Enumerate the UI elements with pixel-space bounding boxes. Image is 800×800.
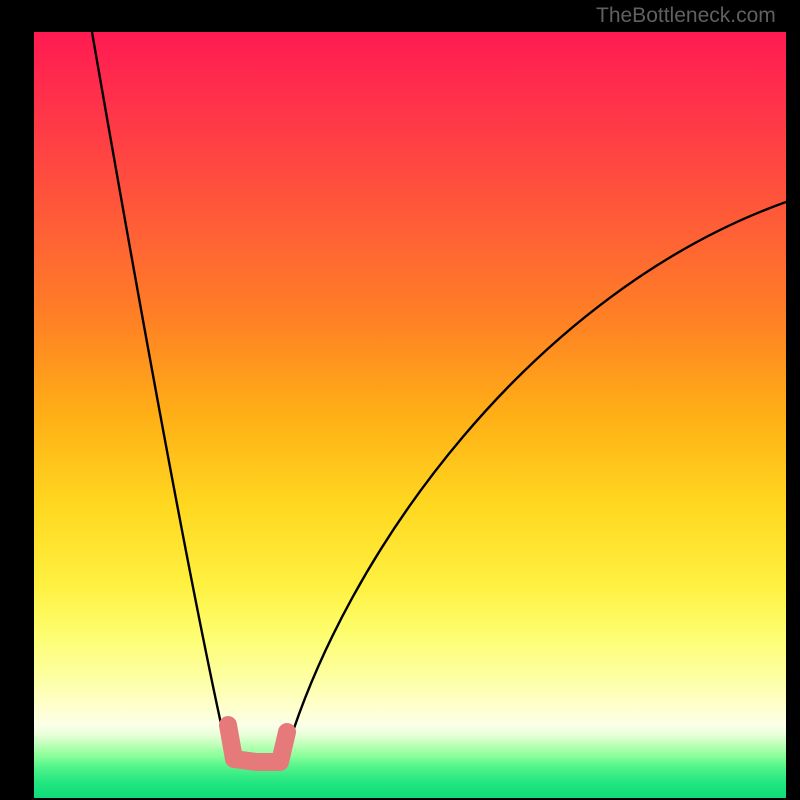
chart-plot-area xyxy=(34,32,786,798)
watermark-text: TheBottleneck.com xyxy=(596,4,776,28)
chart-curves-layer xyxy=(34,32,786,798)
bottleneck-curve-right xyxy=(284,202,786,760)
optimal-zone-marker xyxy=(228,725,287,762)
bottleneck-curve-left xyxy=(92,32,229,760)
